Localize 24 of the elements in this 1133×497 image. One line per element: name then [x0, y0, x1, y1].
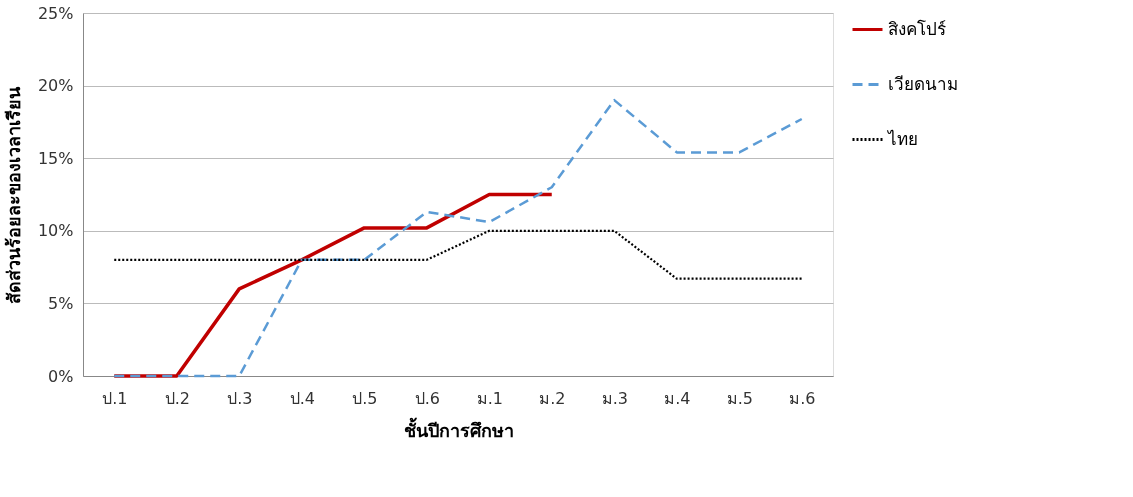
x-tick-label: ป.4 — [289, 388, 315, 408]
x-tick-label: ม.1 — [476, 388, 503, 408]
legend-label: ไทย — [886, 128, 918, 149]
x-tick-label: ป.5 — [352, 388, 378, 408]
x-tick-label: ม.6 — [789, 388, 816, 408]
x-tick-label: ม.2 — [539, 388, 566, 408]
x-axis-title: ชั้นปีการศึกษา — [403, 416, 514, 441]
y-tick-label: 15% — [37, 148, 74, 168]
x-tick-label: ป.2 — [164, 388, 190, 408]
legend-label: สิงคโปร์ — [888, 18, 946, 39]
y-tick-label: 25% — [37, 3, 74, 23]
y-tick-label: 10% — [37, 221, 74, 241]
line-series — [113, 98, 803, 378]
x-tick-label: ป.1 — [102, 388, 128, 408]
x-tick-label: ม.5 — [726, 388, 753, 408]
x-tick-label: ม.3 — [601, 388, 628, 408]
x-tick-label: ป.3 — [227, 388, 253, 408]
y-axis-title: สัดส่วนร้อยละของเวลาเรียน — [2, 85, 24, 304]
x-tick-label: ป.6 — [414, 388, 440, 408]
x-tick-label: ม.4 — [664, 388, 691, 408]
y-tick-label: 5% — [48, 293, 74, 313]
y-tick-label: 20% — [37, 76, 74, 96]
y-tick-label: 0% — [48, 366, 74, 386]
legend-label: เวียดนาม — [888, 73, 958, 94]
